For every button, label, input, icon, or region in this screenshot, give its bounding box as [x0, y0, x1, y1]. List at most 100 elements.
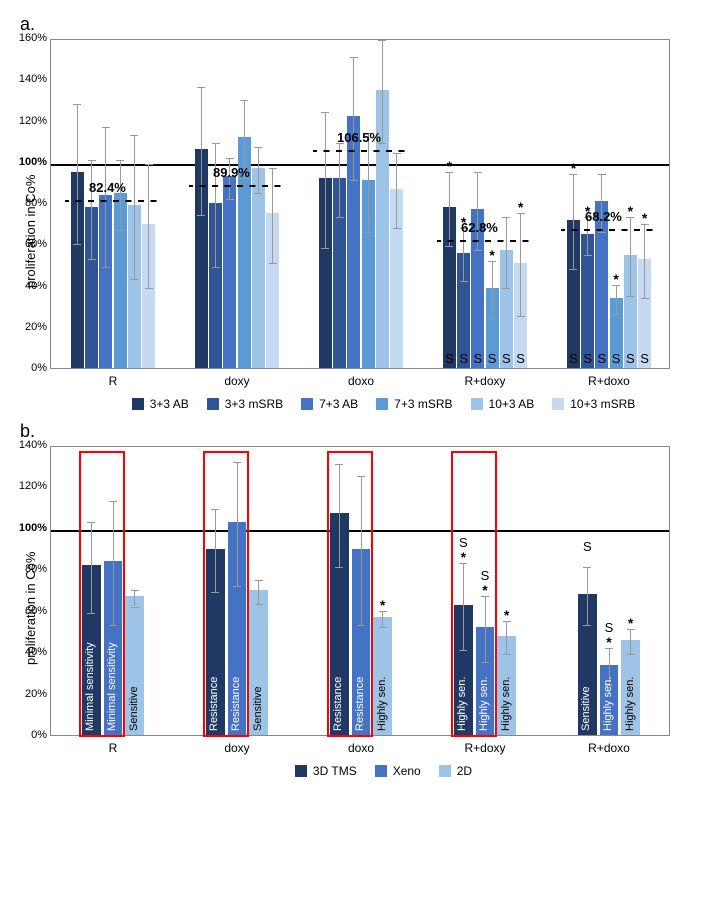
significance-star: * — [447, 158, 452, 174]
sensitivity-s-mark: S — [626, 351, 635, 366]
bar — [252, 168, 265, 368]
bar-sensitivity-label: Resistance — [208, 677, 220, 731]
error-bar — [237, 462, 238, 586]
sensitivity-s-mark: S — [481, 568, 490, 583]
bar-sensitivity-label: Resistance — [332, 677, 344, 731]
x-tick-label: R+doxy — [423, 374, 547, 388]
error-bar — [463, 228, 464, 282]
sensitivity-s-mark: S — [459, 535, 468, 550]
significance-star: * — [504, 607, 509, 623]
group-mean-line — [65, 200, 161, 202]
error-bar — [396, 153, 397, 227]
legend-label: 7+3 mSRB — [394, 397, 452, 411]
y-tick: 20% — [25, 321, 51, 333]
sensitivity-s-mark: S — [445, 351, 454, 366]
bar-sensitivity-label: Sensitive — [252, 686, 264, 731]
error-bar — [644, 224, 645, 298]
legend-swatch — [132, 398, 144, 410]
legend-label: Xeno — [393, 764, 421, 778]
y-tick: 40% — [25, 646, 51, 658]
group-mean-line — [189, 185, 285, 187]
x-tick-label: doxo — [299, 741, 423, 755]
bar-sensitivity-label: Sensitive — [580, 686, 592, 731]
error-bar — [368, 133, 369, 232]
bar-sensitivity-label: Highly sen. — [478, 677, 490, 731]
sensitivity-s-mark: S — [569, 351, 578, 366]
chart-b: proliferation in Co%0%20%40%60%80%120%14… — [50, 446, 717, 778]
error-bar — [353, 57, 354, 181]
error-bar — [105, 127, 106, 267]
x-tick-label: doxy — [175, 374, 299, 388]
sensitivity-s-mark: S — [516, 351, 525, 366]
legend-swatch — [207, 398, 219, 410]
error-bar — [113, 501, 114, 625]
error-bar — [258, 580, 259, 605]
error-bar — [215, 143, 216, 267]
sensitivity-s-mark: S — [640, 351, 649, 366]
error-bar — [215, 509, 216, 592]
x-tick-label: R+doxo — [547, 741, 671, 755]
error-bar — [201, 87, 202, 215]
error-bar — [492, 261, 493, 319]
legend-item: 2D — [439, 764, 472, 778]
error-bar — [573, 174, 574, 269]
significance-star: * — [642, 210, 647, 226]
bar-sensitivity-label: Resistance — [354, 677, 366, 731]
significance-star: * — [585, 203, 590, 219]
error-bar — [361, 476, 362, 625]
error-bar — [477, 172, 478, 250]
error-bar — [134, 590, 135, 607]
bar-sensitivity-label: Minimal sensitivity — [106, 642, 118, 731]
y-tick: 80% — [25, 563, 51, 575]
sensitivity-s-mark: S — [583, 351, 592, 366]
error-bar — [91, 160, 92, 259]
group-mean-line — [561, 229, 657, 231]
sensitivity-s-mark: S — [502, 351, 511, 366]
error-bar — [520, 213, 521, 316]
x-tick-label: R — [51, 741, 175, 755]
error-bar — [449, 172, 450, 246]
group-mean-label: 82.4% — [89, 180, 126, 195]
y-tick: 120% — [19, 115, 51, 127]
legend-item: 3+3 AB — [132, 397, 189, 411]
y-tick-100: 100% — [19, 156, 51, 168]
legend-swatch — [376, 398, 388, 410]
bar-sensitivity-label: Sensitive — [128, 686, 140, 731]
error-bar — [339, 464, 340, 568]
sensitivity-s-mark: S — [612, 351, 621, 366]
error-bar — [382, 40, 383, 143]
bar-sensitivity-label: Highly sen. — [376, 677, 388, 731]
significance-star: * — [461, 214, 466, 230]
group-mean-label: 106.5% — [337, 130, 381, 145]
legend-item: 7+3 mSRB — [376, 397, 452, 411]
legend-label: 3+3 AB — [150, 397, 189, 411]
bar-sensitivity-label: Minimal sensitivity — [84, 642, 96, 731]
error-bar — [630, 629, 631, 654]
significance-star: * — [380, 597, 385, 613]
legend-swatch — [375, 765, 387, 777]
panel-a-label: a. — [20, 14, 717, 35]
bar — [223, 176, 236, 368]
legend-item: 10+3 AB — [471, 397, 535, 411]
bar-sensitivity-label: Resistance — [230, 677, 242, 731]
sensitivity-s-mark: S — [605, 620, 614, 635]
significance-star: * — [628, 203, 633, 219]
bar-sensitivity-label: Highly sen. — [456, 677, 468, 731]
y-tick: 140% — [19, 439, 51, 451]
sensitivity-s-mark: S — [598, 351, 607, 366]
legend-a: 3+3 AB 3+3 mSRB 7+3 AB 7+3 mSRB 10+3 AB 10+3 … — [50, 397, 717, 411]
legend-label: 10+3 mSRB — [570, 397, 635, 411]
group-mean-line — [437, 240, 533, 242]
sensitivity-s-mark: S — [474, 351, 483, 366]
y-tick: 80% — [25, 197, 51, 209]
error-bar — [148, 164, 149, 288]
y-tick-100: 100% — [19, 522, 51, 534]
plot-a: proliferation in Co%0%20%40%60%80%120%14… — [50, 39, 670, 369]
legend-label: 7+3 AB — [319, 397, 358, 411]
x-tick-label: doxy — [175, 741, 299, 755]
y-tick: 0% — [31, 729, 51, 741]
significance-star: * — [461, 549, 466, 565]
legend-item: 3+3 mSRB — [207, 397, 283, 411]
error-bar — [506, 217, 507, 287]
significance-star: * — [482, 582, 487, 598]
